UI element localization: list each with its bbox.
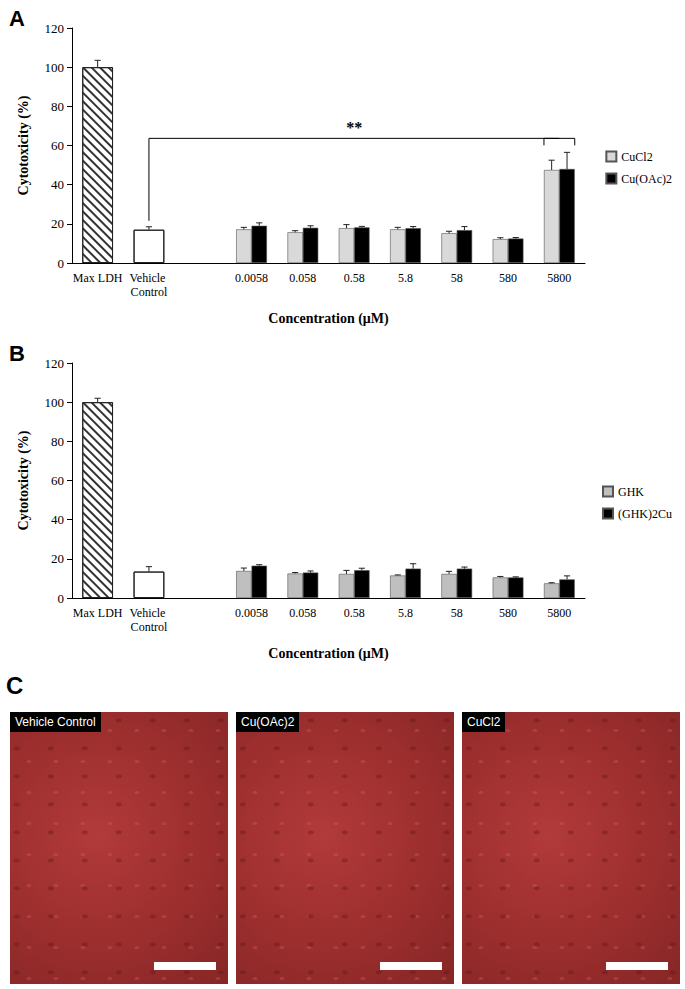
svg-text:58: 58 — [451, 271, 463, 285]
svg-text:0: 0 — [58, 256, 65, 271]
html-text:CuCl2: CuCl2 — [467, 715, 501, 729]
svg-text:Max LDH: Max LDH — [73, 606, 123, 620]
svg-text:20: 20 — [51, 551, 64, 566]
svg-text:**: ** — [346, 119, 362, 136]
svg-text:Cytotoxicity (%): Cytotoxicity (%) — [16, 430, 32, 530]
svg-text:100: 100 — [45, 395, 65, 410]
svg-text:40: 40 — [51, 512, 64, 527]
svg-text:Cytotoxicity (%): Cytotoxicity (%) — [16, 95, 32, 195]
svg-text:Concentration (μM): Concentration (μM) — [268, 646, 389, 662]
svg-text:Max LDH: Max LDH — [73, 271, 123, 285]
svg-text:Vehicle: Vehicle — [129, 606, 168, 620]
svg-text:580: 580 — [499, 271, 517, 285]
svg-text:Control: Control — [131, 285, 168, 299]
svg-text:Concentration (μM): Concentration (μM) — [268, 311, 389, 327]
svg-text:Cu(OAc)2: Cu(OAc)2 — [621, 172, 672, 186]
svg-text:40: 40 — [51, 177, 64, 192]
svg-text:Control: Control — [131, 620, 168, 634]
svg-text:120: 120 — [45, 356, 65, 371]
svg-text:CuCl2: CuCl2 — [621, 150, 652, 164]
svg-text:80: 80 — [51, 434, 64, 449]
svg-text:5800: 5800 — [547, 606, 571, 620]
html-text:C: C — [6, 672, 24, 699]
svg-text:Vehicle: Vehicle — [129, 271, 168, 285]
svg-text:0.0058: 0.0058 — [235, 606, 268, 620]
svg-text:60: 60 — [51, 473, 64, 488]
svg-text:80: 80 — [51, 99, 64, 114]
svg-text:0.58: 0.58 — [344, 271, 365, 285]
svg-text:GHK: GHK — [618, 485, 644, 499]
svg-text:0: 0 — [58, 591, 65, 606]
svg-text:60: 60 — [51, 138, 64, 153]
html-text:Cu(OAc)2: Cu(OAc)2 — [241, 715, 295, 729]
svg-text:(GHK)2Cu: (GHK)2Cu — [618, 507, 672, 521]
svg-text:580: 580 — [499, 606, 517, 620]
svg-text:0.58: 0.58 — [344, 606, 365, 620]
svg-text:120: 120 — [45, 21, 65, 36]
svg-text:58: 58 — [451, 606, 463, 620]
svg-text:5800: 5800 — [547, 271, 571, 285]
svg-text:5.8: 5.8 — [398, 606, 413, 620]
svg-text:0.0058: 0.0058 — [235, 271, 268, 285]
svg-text:0.058: 0.058 — [289, 271, 316, 285]
svg-text:100: 100 — [45, 60, 65, 75]
svg-text:20: 20 — [51, 216, 64, 231]
svg-text:A: A — [9, 6, 25, 31]
svg-text:B: B — [9, 341, 25, 366]
html-text:Vehicle Control: Vehicle Control — [15, 715, 96, 729]
svg-text:0.058: 0.058 — [289, 606, 316, 620]
svg-text:5.8: 5.8 — [398, 271, 413, 285]
